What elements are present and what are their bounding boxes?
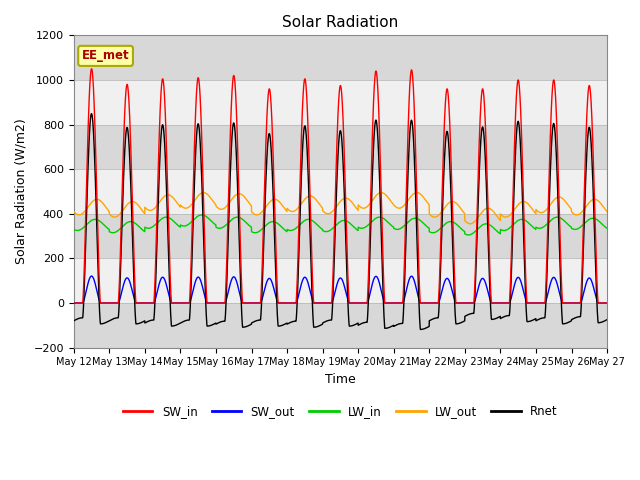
Legend: SW_in, SW_out, LW_in, LW_out, Rnet: SW_in, SW_out, LW_in, LW_out, Rnet — [118, 400, 563, 423]
X-axis label: Time: Time — [325, 373, 356, 386]
Y-axis label: Solar Radiation (W/m2): Solar Radiation (W/m2) — [15, 119, 28, 264]
Bar — [74, 258, 607, 303]
Bar — [74, 80, 607, 124]
Bar — [74, 169, 607, 214]
Bar — [74, 36, 607, 80]
Bar — [74, 303, 607, 348]
Text: EE_met: EE_met — [82, 49, 129, 62]
Title: Solar Radiation: Solar Radiation — [282, 15, 399, 30]
Bar — [74, 124, 607, 169]
Bar — [74, 214, 607, 258]
